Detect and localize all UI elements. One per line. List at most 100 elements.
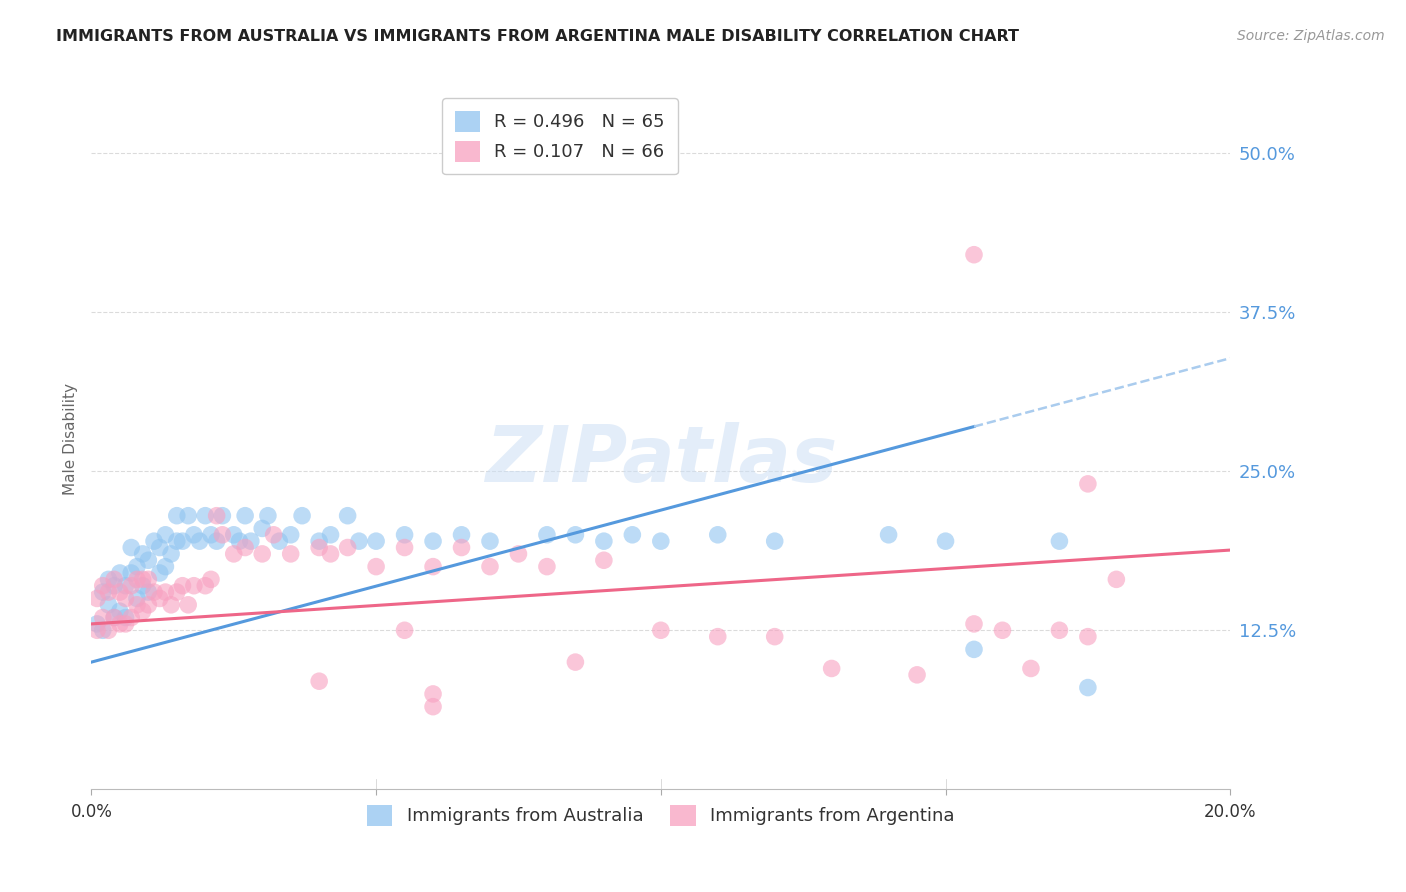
Point (963, 616, 986, 631)
Point (450, 528, 472, 542)
Point (103, 573, 125, 587)
Point (108, 585, 131, 599)
Point (166, 534, 188, 549)
Point (97, 585, 120, 599)
Point (564, 655, 586, 669)
Point (364, 534, 387, 549)
Point (593, 553, 616, 567)
Point (188, 534, 211, 549)
Point (222, 547, 245, 561)
Point (149, 591, 172, 606)
Point (138, 585, 160, 599)
Point (166, 508, 188, 523)
Point (963, 642, 986, 657)
Point (86, 616, 108, 631)
Point (91, 579, 114, 593)
Point (394, 624, 416, 638)
Point (108, 566, 131, 580)
Point (905, 668, 928, 682)
Point (155, 559, 177, 574)
Point (564, 528, 586, 542)
Point (114, 579, 136, 593)
Point (621, 528, 644, 542)
Point (131, 547, 153, 561)
Point (250, 521, 273, 535)
Point (125, 591, 148, 606)
Point (125, 598, 148, 612)
Point (160, 547, 183, 561)
Point (308, 674, 330, 689)
Point (536, 559, 558, 574)
Point (86, 591, 108, 606)
Text: ZIPatlas: ZIPatlas (485, 422, 837, 499)
Point (233, 508, 256, 523)
Point (1049, 534, 1071, 549)
Point (149, 541, 172, 555)
Y-axis label: Male Disability: Male Disability (62, 384, 77, 495)
Point (138, 553, 160, 567)
Point (91, 610, 114, 624)
Point (120, 541, 142, 555)
Point (211, 508, 233, 523)
Point (706, 630, 728, 644)
Point (86, 624, 108, 638)
Point (1077, 476, 1099, 491)
Point (97, 624, 120, 638)
Point (1077, 630, 1099, 644)
Point (149, 566, 172, 580)
Point (1019, 661, 1042, 675)
Point (291, 508, 314, 523)
Point (108, 616, 131, 631)
Point (177, 508, 200, 523)
Point (194, 508, 217, 523)
Text: IMMIGRANTS FROM AUSTRALIA VS IMMIGRANTS FROM ARGENTINA MALE DISABILITY CORRELATI: IMMIGRANTS FROM AUSTRALIA VS IMMIGRANTS … (56, 29, 1019, 44)
Point (166, 585, 188, 599)
Point (336, 541, 359, 555)
Point (650, 534, 672, 549)
Point (103, 610, 125, 624)
Point (97, 573, 120, 587)
Point (257, 508, 280, 523)
Point (422, 559, 444, 574)
Point (536, 528, 558, 542)
Point (143, 534, 166, 549)
Point (205, 508, 228, 523)
Point (650, 624, 672, 638)
Point (250, 547, 273, 561)
Point (91, 585, 114, 599)
Point (131, 604, 153, 618)
Point (347, 534, 370, 549)
Point (211, 528, 233, 542)
Point (103, 579, 125, 593)
Point (319, 528, 342, 542)
Point (280, 528, 302, 542)
Point (131, 579, 153, 593)
Point (263, 528, 285, 542)
Point (991, 624, 1014, 638)
Point (269, 534, 291, 549)
Point (1105, 573, 1128, 587)
Point (308, 541, 330, 555)
Point (183, 528, 205, 542)
Point (200, 573, 222, 587)
Point (125, 559, 148, 574)
Point (394, 528, 416, 542)
Point (308, 534, 330, 549)
Point (120, 579, 142, 593)
Point (138, 598, 160, 612)
Point (194, 579, 217, 593)
Point (120, 566, 142, 580)
Point (422, 534, 444, 549)
Point (155, 585, 177, 599)
Point (336, 508, 359, 523)
Point (103, 610, 125, 624)
Point (97, 598, 120, 612)
Point (364, 559, 387, 574)
Point (1077, 681, 1099, 695)
Point (183, 579, 205, 593)
Point (125, 573, 148, 587)
Point (934, 534, 956, 549)
Point (200, 528, 222, 542)
Point (131, 573, 153, 587)
Point (593, 534, 616, 549)
